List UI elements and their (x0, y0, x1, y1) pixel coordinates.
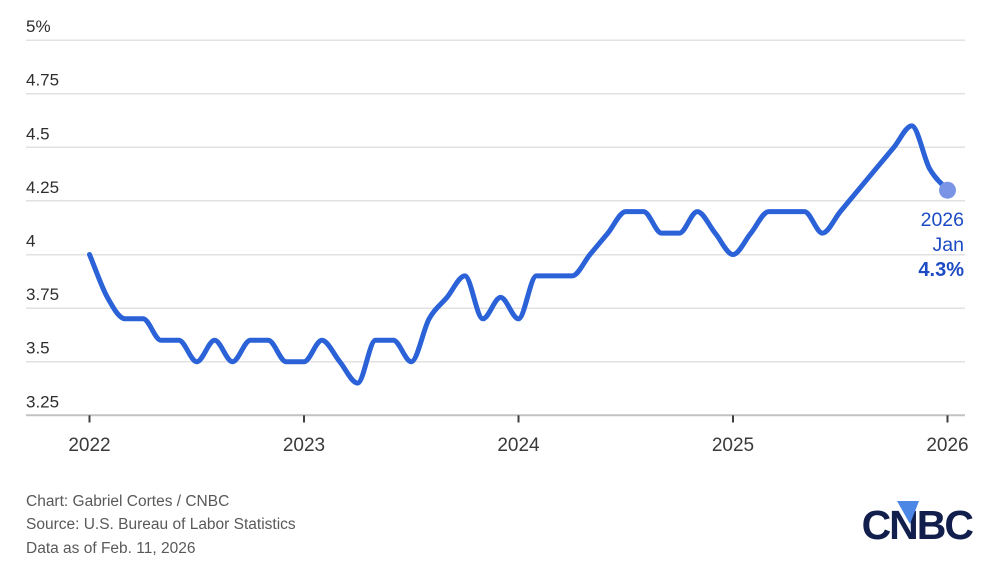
annotation-month: Jan (933, 234, 964, 256)
cnbc-logo-text: CNBC (862, 502, 974, 548)
y-tick-label: 3.75 (26, 285, 59, 304)
x-axis-ticks (88, 415, 949, 423)
x-tick-label: 2022 (68, 435, 110, 456)
y-tick-label: 4.75 (26, 71, 59, 90)
y-axis-labels: 5% 4.75 4.5 4.25 4 3.75 3.5 3.25 (26, 17, 59, 411)
x-tick-label: 2025 (712, 435, 754, 456)
x-tick-label: 2024 (497, 435, 540, 456)
source-line: Source: U.S. Bureau of Labor Statistics (26, 516, 296, 534)
cnbc-peacock-triangle-icon (897, 501, 919, 524)
as-of-line: Data as of Feb. 11, 2026 (26, 539, 196, 557)
y-tick-label: 4.25 (26, 178, 59, 197)
endpoint-dot (939, 181, 956, 199)
credit-line: Chart: Gabriel Cortes / CNBC (26, 493, 230, 510)
cnbc-logo: CNBC (862, 501, 975, 548)
trend-line (87, 123, 950, 386)
y-tick-label: 5% (26, 17, 51, 36)
chart-footer: Chart: Gabriel Cortes / CNBC Source: U.S… (26, 490, 296, 560)
annotation-year: 2026 (921, 209, 964, 231)
gridlines (26, 39, 965, 363)
x-axis-labels: 2022 2023 2024 2025 2026 (68, 435, 968, 456)
annotation-value: 4.3% (918, 259, 964, 281)
y-tick-label: 3.5 (26, 339, 50, 358)
y-tick-label: 3.25 (26, 392, 59, 411)
y-tick-label: 4 (26, 232, 35, 251)
x-tick-label: 2023 (283, 435, 325, 456)
x-tick-label: 2026 (926, 435, 968, 456)
y-tick-label: 4.5 (26, 124, 50, 143)
